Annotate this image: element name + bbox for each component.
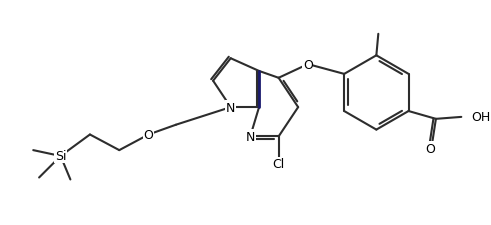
Text: N: N (246, 130, 255, 143)
Text: Cl: Cl (273, 158, 285, 171)
Text: O: O (303, 58, 313, 71)
Text: Si: Si (55, 150, 66, 163)
Text: OH: OH (471, 111, 491, 124)
Text: N: N (226, 101, 235, 114)
Text: O: O (144, 128, 154, 141)
Text: O: O (425, 142, 435, 155)
